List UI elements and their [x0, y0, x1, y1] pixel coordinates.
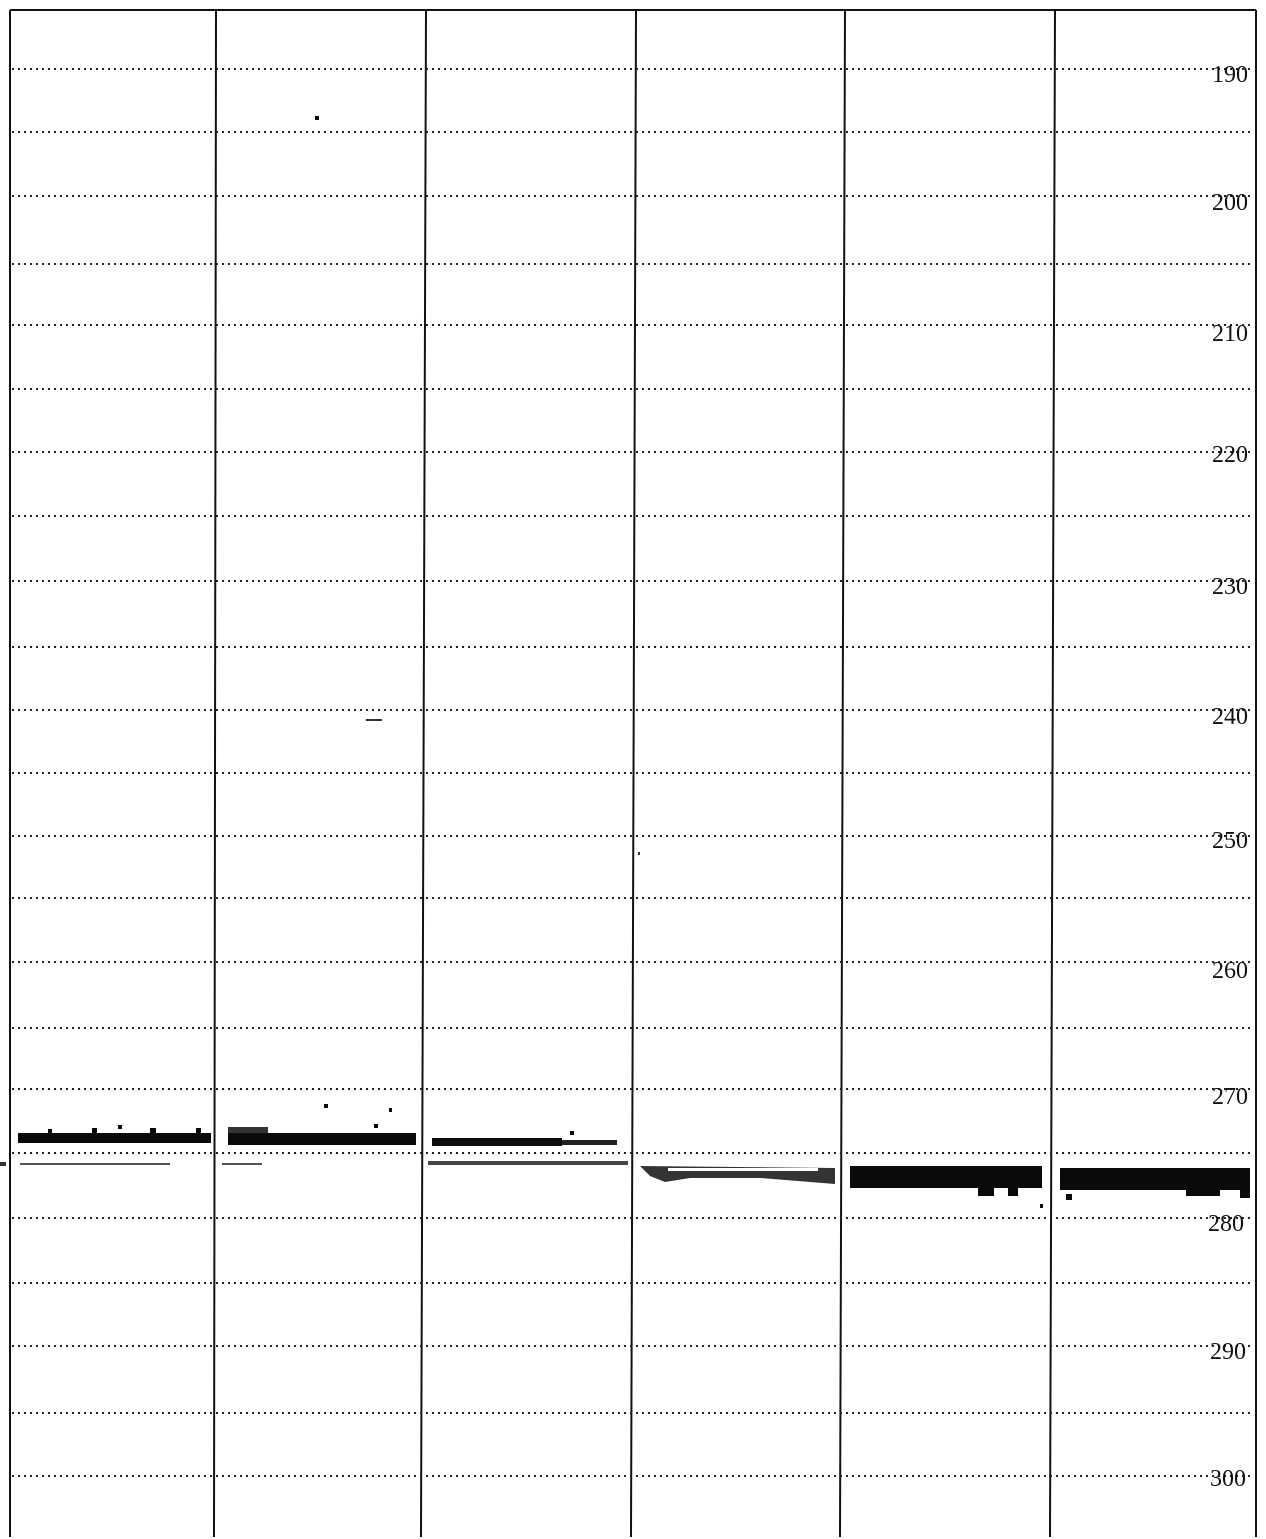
band-lane-1-speck	[92, 1128, 97, 1133]
tick-label-290: 290	[1210, 1339, 1246, 1365]
band-lane-6-drip	[1186, 1188, 1220, 1196]
tick-label-190: 190	[1212, 62, 1248, 88]
band-lane-3-tail	[562, 1140, 617, 1145]
band-lane-1-main	[18, 1133, 211, 1143]
band-lane-2-speck	[315, 116, 319, 120]
band-lane-1-speck	[48, 1129, 52, 1133]
tick-label-280: 280	[1208, 1211, 1244, 1237]
band-lane-6-main	[1060, 1168, 1250, 1190]
band-lane-2-light	[228, 1127, 268, 1133]
bands	[18, 116, 1250, 1208]
frame	[9, 9, 1257, 1537]
band-lane-2-speck	[389, 1108, 392, 1112]
band-lane-1-speck	[196, 1128, 201, 1133]
band-lane-3-speck	[570, 1131, 574, 1135]
speck	[638, 852, 640, 855]
speck	[366, 719, 382, 721]
band-lane-3	[428, 1131, 628, 1165]
band-lane-2-main	[228, 1133, 416, 1145]
tick-label-220: 220	[1212, 442, 1248, 468]
band-lane-2-shadow	[222, 1163, 262, 1165]
band-lane-2	[222, 116, 416, 1165]
tick-label-300: 300	[1210, 1466, 1246, 1492]
band-lane-2-speck	[374, 1124, 378, 1128]
band-lane-5-drip	[978, 1186, 994, 1196]
lane-dividers	[213, 9, 1056, 1538]
band-lane-3-main	[432, 1138, 562, 1146]
band-lane-5-drip	[1008, 1188, 1018, 1196]
band-lane-2-speck	[324, 1104, 328, 1108]
tick-label-270: 270	[1212, 1084, 1248, 1110]
band-lane-1-speck	[118, 1125, 122, 1129]
band-lane-1-speck	[150, 1128, 156, 1133]
band-lane-3-shadow	[428, 1161, 628, 1165]
tick-label-250: 250	[1212, 828, 1248, 854]
band-lane-1	[18, 1125, 211, 1165]
band-lane-5	[850, 1166, 1043, 1208]
band-lane-6-drip	[1240, 1188, 1250, 1198]
tick-label-200: 200	[1212, 190, 1248, 216]
divider-1	[213, 9, 217, 1538]
band-lane-5-speck	[1040, 1204, 1043, 1208]
band-lane-6	[1060, 1168, 1250, 1200]
band-lane-4	[640, 1166, 835, 1184]
tick-label-230: 230	[1212, 574, 1248, 600]
tick-label-260: 260	[1212, 958, 1248, 984]
speck	[0, 1162, 6, 1166]
band-lane-5-main	[850, 1166, 1042, 1188]
band-lane-6-speck	[1066, 1194, 1072, 1200]
band-lane-4-highlight	[668, 1168, 818, 1171]
specks	[0, 719, 640, 1166]
tick-label-240: 240	[1212, 704, 1248, 730]
scale-labels: 190 200 210 220 230 240 250 260 270 280 …	[1208, 62, 1248, 1492]
band-lane-1-shadow	[20, 1163, 170, 1165]
tick-label-210: 210	[1212, 321, 1248, 347]
